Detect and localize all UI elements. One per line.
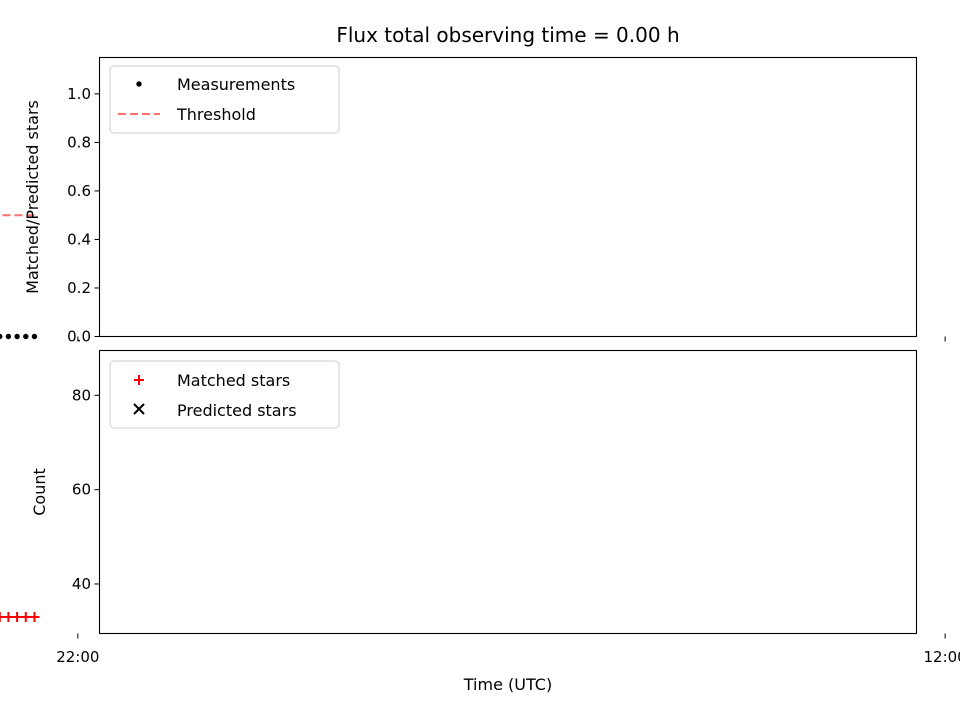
count-y-axis: 40 60 80	[72, 386, 100, 593]
count-legend-box	[109, 360, 340, 429]
ratio-y-axis: 0.0 0.2 0.4 0.6 0.8 1.0	[67, 85, 100, 346]
chart-title: Flux total observing time = 0.00 h	[336, 23, 679, 47]
ratio-panel: 0.0 0.2 0.4 0.6 0.8 1.0 Matched/Predicted sta…	[0, 56, 946, 346]
count-y-tick-label: 80	[72, 386, 91, 404]
count-axes-frame	[98, 349, 918, 635]
count-panel: 40 60 80 22:0000:0002:0004:0006:0008:0010:…	[0, 349, 960, 694]
measurement-point	[14, 333, 20, 340]
ratio-y-tick-label: 0.4	[67, 230, 91, 248]
ratio-y-label: Matched/Predicted stars	[23, 100, 42, 294]
measurement-point	[31, 333, 38, 340]
measurement-point	[0, 333, 3, 340]
matched-star-point	[29, 611, 40, 622]
count-y-tick-label: 40	[72, 575, 91, 593]
x-axis-label: Time (UTC)	[463, 675, 552, 694]
matched-star-point	[20, 611, 31, 622]
matched-star-point	[0, 611, 5, 622]
matched-star-point	[3, 611, 14, 622]
count-legend: Matched stars Predicted stars	[109, 360, 340, 429]
count-y-tick-label: 60	[72, 481, 91, 499]
ratio-legend: Measurements Threshold	[109, 65, 340, 134]
legend-threshold-label: Threshold	[176, 105, 256, 124]
measurement-point	[23, 333, 29, 340]
ratio-y-tick-label: 0.6	[67, 182, 91, 200]
matched-star-point	[12, 611, 23, 622]
ratio-axes-frame	[98, 56, 918, 338]
ratio-y-tick-label: 1.0	[67, 85, 91, 103]
count-y-label: Count	[30, 468, 49, 516]
legend-matched-marker	[134, 375, 144, 385]
ratio-x-axis	[77, 336, 946, 342]
legend-predicted-label: Predicted stars	[177, 401, 297, 420]
ratio-y-tick-label: 0.0	[67, 328, 91, 346]
ratio-y-tick-label: 0.8	[67, 133, 91, 151]
count-plot-area	[0, 611, 40, 622]
measurement-point	[5, 333, 12, 340]
ratio-plot-area	[0, 214, 38, 340]
legend-matched-label: Matched stars	[177, 371, 290, 390]
ratio-legend-box	[109, 65, 340, 134]
legend-measurements-marker	[136, 81, 142, 87]
x-tick-label: 12:00	[924, 648, 960, 666]
x-tick-label: 22:00	[56, 648, 99, 666]
legend-predicted-marker	[133, 403, 145, 415]
ratio-y-tick-label: 0.2	[67, 279, 91, 297]
legend-measurements-label: Measurements	[177, 75, 295, 94]
